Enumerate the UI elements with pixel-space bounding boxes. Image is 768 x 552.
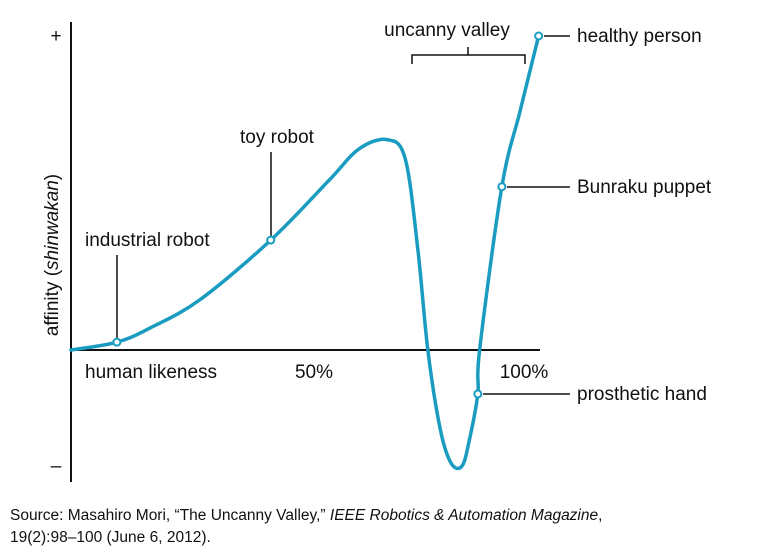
source-journal: IEEE Robotics & Automation Magazine [329,507,599,524]
uncanny-valley-label: uncanny valley [384,20,510,41]
source-prefix: Source: Masahiro Mori, “The Uncanny Vall… [10,507,330,524]
bunraku-puppet-label: Bunraku puppet [577,177,712,198]
source-citation: Source: Masahiro Mori, “The Uncanny Vall… [10,505,602,549]
y-axis-label: affinity (shinwakan) [42,174,63,336]
toy-robot-label: toy robot [240,127,315,148]
prosthetic-hand-point [473,389,483,399]
industrial-robot-label: industrial robot [85,230,210,251]
uncanny-valley-bracket [411,47,526,64]
affinity-curve [69,34,541,471]
x-tick-50: 50% [295,362,333,383]
source-suffix: , [598,507,603,524]
healthy-person-label: healthy person [577,26,702,47]
prosthetic-hand-label: prosthetic hand [577,384,707,405]
y-tick-minus: – [51,456,62,477]
bunraku-puppet-point [497,182,507,192]
source-line2: 19(2):98–100 (June 6, 2012). [10,529,211,546]
y-tick-plus: + [50,26,61,47]
toy-robot-point [266,235,276,245]
healthy-person-point [534,31,544,41]
industrial-robot-point [112,337,122,347]
x-tick-100: 100% [500,362,549,383]
chart: + – affinity (shinwakan) human likeness … [42,20,712,482]
x-axis-label: human likeness [85,362,217,383]
